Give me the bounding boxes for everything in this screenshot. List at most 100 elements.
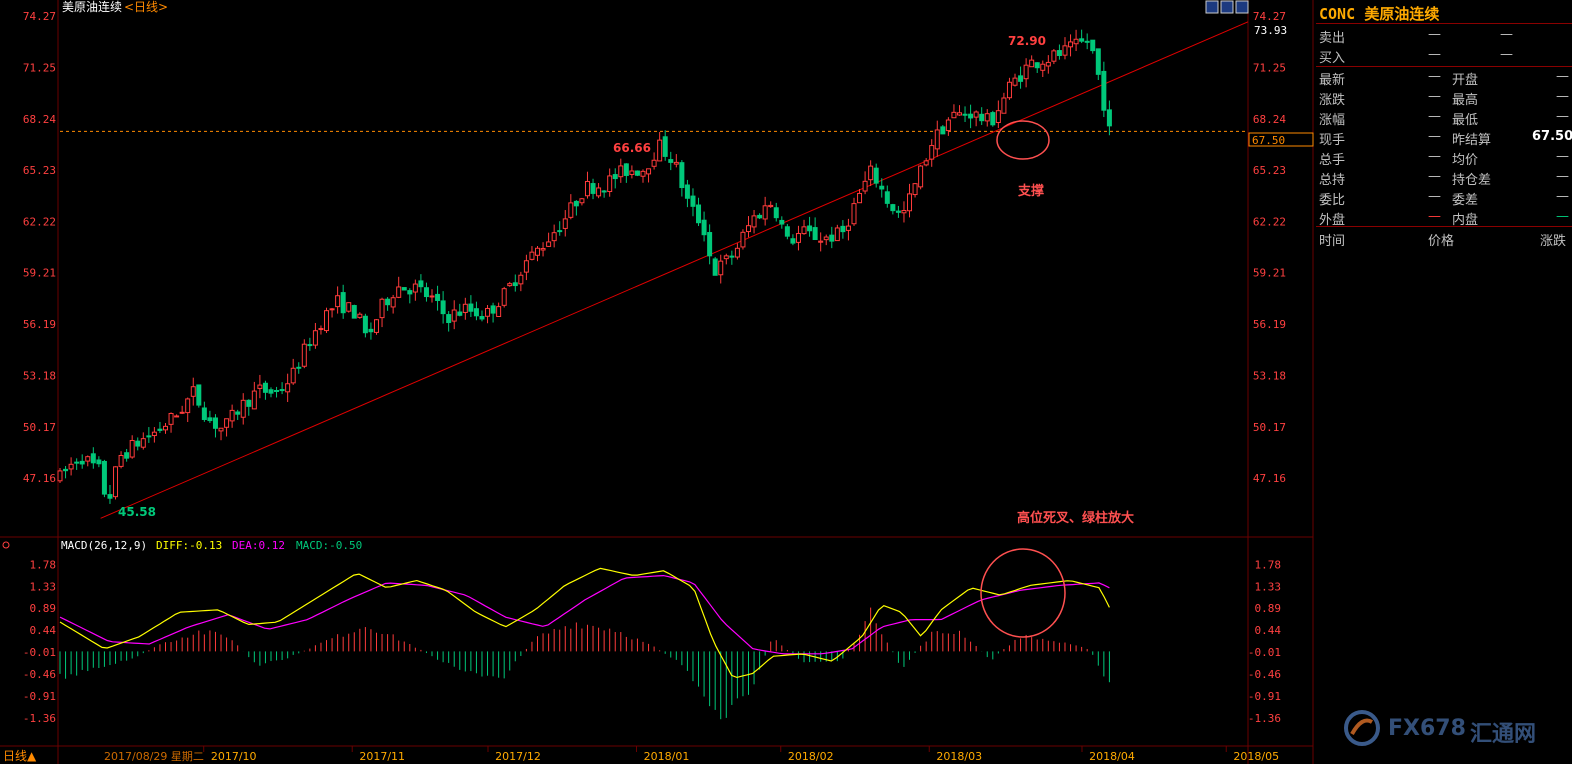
candle-body (546, 241, 552, 247)
candle-body (251, 390, 257, 410)
quote-label: 总持 (1319, 173, 1346, 188)
price-tick-label: 56.19 (23, 318, 56, 331)
candle-body (1056, 50, 1062, 57)
ticks-header: 时间 价格 涨跌 (1316, 228, 1572, 249)
candle-body (1045, 61, 1051, 67)
candle-body (845, 225, 851, 231)
date-tick-label: 2017/10 (211, 750, 257, 763)
candle-body (429, 295, 435, 298)
indicator-settings-icon[interactable] (2, 541, 10, 549)
candle-body (101, 460, 107, 495)
candle-body (729, 255, 735, 258)
quote-row: 最新 — 开盘 — (1316, 67, 1572, 88)
candle-body (523, 260, 529, 273)
quote-label: 持仓差 (1452, 173, 1492, 188)
date-tick-label: 2018/05 (1233, 750, 1279, 763)
quote-row: 涨跌 — 最高 — (1316, 87, 1572, 108)
macd-axis-right: 1.78 1.33 0.89 0.44 -0.01 -0.46 -0.91 -1.36 (1248, 558, 1281, 725)
candle-body (662, 136, 668, 157)
price-tick-label: 47.16 (23, 472, 56, 485)
candle-body (1079, 38, 1085, 42)
quote-value: — (1428, 169, 1441, 184)
price-axis-right: 74.27 71.25 68.24 65.23 62.22 59.21 56.19 53.18… (1253, 10, 1286, 485)
candle-body (196, 384, 202, 406)
macd-tick-label: 0.44 (30, 624, 57, 637)
macd-tick-label: -0.46 (1248, 668, 1281, 681)
candle-body (596, 187, 602, 197)
candle-body (945, 119, 951, 132)
candle-body (340, 292, 346, 314)
layout-icon[interactable] (1205, 0, 1219, 14)
candle-body (162, 425, 168, 431)
candle-body (168, 413, 174, 425)
candle-body (640, 170, 646, 177)
candle-body (573, 200, 579, 207)
candle-body (113, 466, 119, 498)
candle-body (318, 328, 324, 331)
candle-body (274, 390, 280, 393)
macd-name: MACD(26,12,9) (61, 539, 147, 552)
candlesticks (57, 29, 1112, 504)
quote-label: 最低 (1452, 113, 1479, 128)
watermark-logo-icon (1344, 710, 1380, 746)
candle-body (512, 282, 518, 287)
price-tick-label: 65.23 (23, 164, 56, 177)
quote-row: 总手 — 均价 — (1316, 147, 1572, 168)
candle-body (462, 303, 468, 313)
quote-value: — (1556, 69, 1569, 84)
instrument-code: CONC (1319, 5, 1356, 23)
date-tick-label: 2018/02 (788, 750, 834, 763)
period-button[interactable]: 日线▲ (3, 749, 37, 763)
grid-icon[interactable] (1235, 0, 1249, 14)
candle-body (840, 225, 846, 233)
candle-body (923, 160, 929, 166)
macd-tick-label: 0.44 (1255, 624, 1282, 637)
quote-value: — (1428, 209, 1441, 224)
candle-body (96, 459, 102, 465)
price-tick-label: 53.18 (1253, 369, 1286, 382)
candle-body (85, 456, 91, 462)
quote-label: 最新 (1319, 73, 1346, 88)
candle-body (679, 162, 685, 189)
candle-body (146, 435, 152, 438)
candle-body (712, 258, 718, 276)
candle-body (818, 240, 824, 243)
candle-body (190, 386, 196, 397)
window-icon[interactable] (1220, 0, 1234, 14)
quote-label: 昨结算 (1452, 133, 1492, 148)
candle-body (740, 231, 746, 248)
candle-body (290, 367, 296, 384)
candle-body (707, 232, 713, 257)
candle-body (540, 248, 546, 251)
date-tick-label: 2018/04 (1089, 750, 1135, 763)
candle-body (868, 165, 874, 181)
candle-body (584, 180, 590, 197)
macd-tick-label: 1.33 (1255, 580, 1282, 593)
candle-body (723, 255, 729, 260)
candle-body (779, 219, 785, 225)
candle-body (212, 417, 218, 429)
quote-label: 均价 (1452, 153, 1479, 168)
quote-label: 最高 (1452, 93, 1479, 108)
candle-body (312, 330, 318, 346)
candle-body (912, 183, 918, 196)
candle-body (468, 303, 474, 312)
candle-body (185, 398, 191, 414)
macd-tick-label: -0.91 (23, 690, 56, 703)
candle-body (246, 399, 252, 407)
quote-label: 开盘 (1452, 73, 1479, 88)
macd-macd-value: MACD:-0.50 (296, 539, 362, 552)
header-icons[interactable] (1205, 0, 1249, 14)
candle-body (1034, 62, 1040, 69)
quote-label: 内盘 (1452, 213, 1479, 228)
candle-body (651, 159, 657, 167)
quote-value: — (1428, 27, 1441, 42)
candle-body (1084, 40, 1090, 43)
macd-tick-label: 1.78 (30, 558, 57, 571)
current-price-box: 67.50 (1252, 134, 1285, 147)
candle-body (1018, 75, 1024, 82)
kline-chart[interactable]: 74.27 71.25 68.24 65.23 62.22 59.21 56.19 53.18… (0, 0, 1316, 764)
candle-body (851, 203, 857, 225)
candle-body (179, 411, 185, 414)
candle-body (351, 305, 357, 319)
